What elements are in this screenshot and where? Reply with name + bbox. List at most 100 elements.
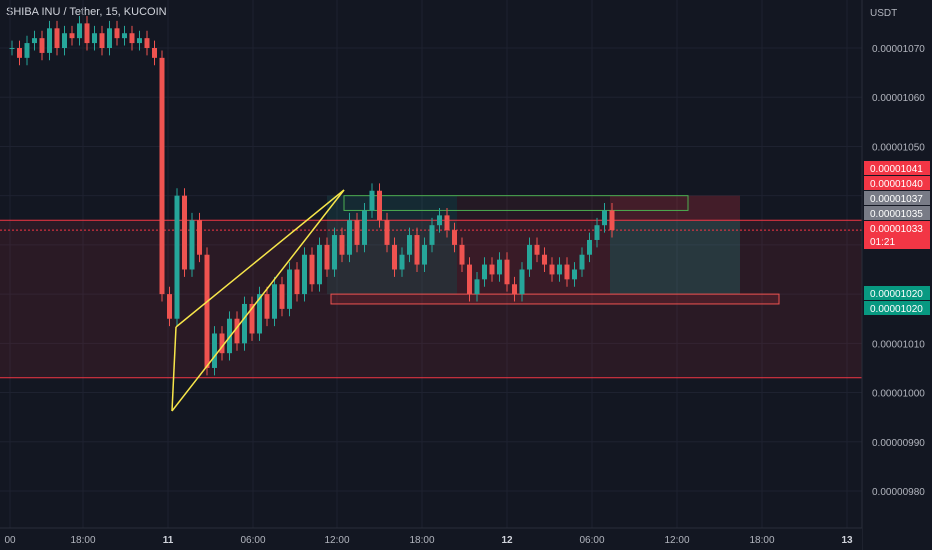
wedge-line-upper <box>175 189 345 328</box>
candle-body <box>167 294 172 319</box>
price-axis-unit: USDT <box>870 8 897 19</box>
candle-body <box>497 259 502 275</box>
price-tick-label: 0.00001070 <box>872 44 925 55</box>
range-box-top <box>343 195 689 211</box>
candle-body <box>234 318 240 344</box>
candle-body <box>602 210 607 226</box>
time-tick-label: 06:00 <box>579 535 604 546</box>
range-box-bottom <box>330 293 780 305</box>
candle-body <box>114 28 120 39</box>
candle-body <box>39 38 45 53</box>
candle-body <box>182 195 187 270</box>
candle-body <box>204 254 210 368</box>
price-tick-label: 0.00000980 <box>872 487 925 498</box>
price-badge <box>864 286 930 300</box>
time-tick-label: 06:00 <box>240 535 265 546</box>
candle-body <box>24 43 30 58</box>
candle-body <box>557 264 562 275</box>
candle-body <box>54 28 60 48</box>
candle-body <box>212 333 217 368</box>
price-tick-label: 0.00001010 <box>872 339 925 350</box>
price-tick-label: 0.00001060 <box>872 93 925 104</box>
price-badge-label: 0.00001041 <box>870 164 923 175</box>
time-tick-label: 18:00 <box>409 535 434 546</box>
candle-body <box>564 264 570 280</box>
price-badge <box>864 206 930 220</box>
price-badge <box>864 191 930 205</box>
short-stop-zone <box>610 195 740 221</box>
candle-body <box>444 215 450 231</box>
price-badge <box>864 176 930 190</box>
candle-body <box>219 333 225 354</box>
time-tick-label: 11 <box>163 535 174 546</box>
candle-body <box>122 33 127 39</box>
red-zone <box>0 220 862 378</box>
candle-body <box>489 264 495 275</box>
price-badge-label: 0.00001020 <box>870 289 923 300</box>
candle-body <box>129 33 135 44</box>
candle-body <box>264 294 270 319</box>
candle-body <box>407 235 412 255</box>
target-zone <box>610 220 740 295</box>
candle-body <box>317 244 322 285</box>
candle-body <box>354 220 360 245</box>
candle-body <box>324 244 330 270</box>
price-badge <box>864 161 930 175</box>
candle-body <box>594 225 600 240</box>
candle-body <box>189 220 195 270</box>
time-tick-label: 18:00 <box>70 535 95 546</box>
time-tick-label: 12:00 <box>664 535 689 546</box>
candle-body <box>99 33 105 48</box>
price-badge <box>864 221 930 249</box>
candle-body <box>92 33 97 44</box>
chart-title: SHIBA INU / Tether, 15, KUCOIN <box>6 6 167 18</box>
time-tick-label: 00 <box>4 535 16 546</box>
price-tick-label: 0.00001000 <box>872 389 925 400</box>
candle-body <box>47 28 52 53</box>
candle-body <box>84 23 90 44</box>
candle-body <box>482 264 487 280</box>
candle-body <box>257 294 262 334</box>
candle-body <box>362 210 367 245</box>
price-badge-countdown: 01:21 <box>870 237 895 248</box>
time-tick-label: 12:00 <box>324 535 349 546</box>
candle-body <box>294 269 300 295</box>
time-tick-label: 12 <box>501 535 513 546</box>
candle-body <box>512 284 517 295</box>
price-badge-label: 0.00001037 <box>870 194 923 205</box>
price-tick-label: 0.00000990 <box>872 438 925 449</box>
candle-body <box>504 259 510 285</box>
candle-body <box>459 244 465 265</box>
candle-body <box>152 48 157 58</box>
candle-body <box>422 244 427 265</box>
candle-body <box>302 254 307 295</box>
price-axis-bg <box>862 0 932 550</box>
candle-body <box>519 269 525 295</box>
candle-body <box>339 235 345 255</box>
price-badge-label: 0.00001020 <box>870 304 923 315</box>
candle-body <box>272 284 277 319</box>
time-tick-label: 13 <box>841 535 853 546</box>
candle-body <box>32 38 37 44</box>
candle-body <box>534 244 540 255</box>
candle-body <box>107 28 112 48</box>
candle-body <box>587 239 592 255</box>
candle-body <box>279 284 285 309</box>
candle-body <box>309 254 315 285</box>
wedge-line-lower <box>171 189 345 412</box>
candle-body <box>69 33 75 39</box>
candle-body <box>452 230 457 245</box>
candle-body <box>249 303 255 334</box>
candle-body <box>287 269 292 309</box>
candle-body <box>174 195 180 319</box>
price-tick-label: 0.00001050 <box>872 142 925 153</box>
candle-body <box>332 235 337 270</box>
candle-body <box>159 57 165 295</box>
candle-body <box>17 48 22 58</box>
candle-body <box>77 23 82 39</box>
wedge-base <box>171 326 177 412</box>
price-badge <box>864 301 930 315</box>
price-badge-label: 0.00001040 <box>870 179 923 190</box>
candle-body <box>62 33 67 48</box>
